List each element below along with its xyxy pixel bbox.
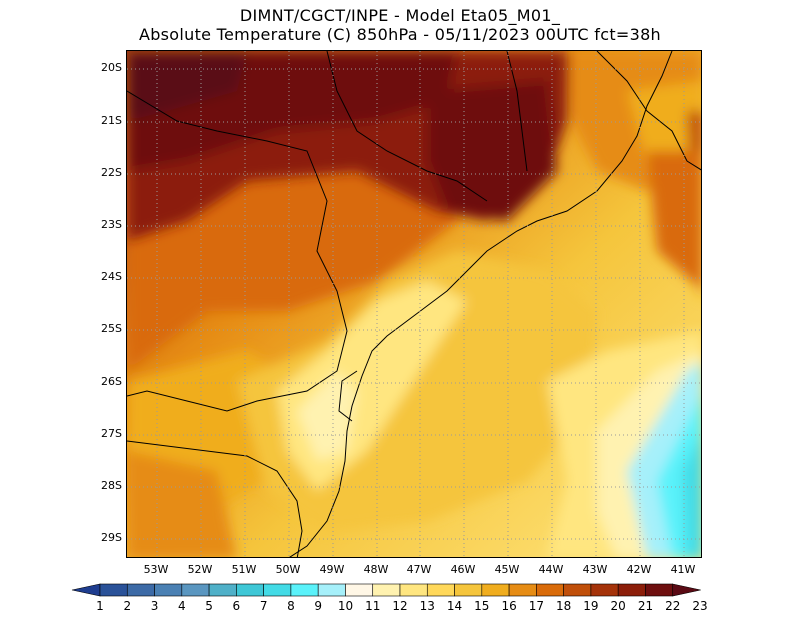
colorbar-swatch bbox=[71, 583, 101, 597]
colorbar-label: 18 bbox=[556, 599, 571, 613]
colorbar-label: 9 bbox=[314, 599, 322, 613]
colorbar-swatch bbox=[317, 583, 346, 597]
lat-label: 26S bbox=[101, 375, 122, 388]
field-blobs bbox=[127, 51, 701, 557]
colorbar-label: 13 bbox=[420, 599, 435, 613]
colorbar-swatch bbox=[126, 583, 155, 597]
lon-label: 44W bbox=[538, 563, 564, 576]
colorbar-label: 12 bbox=[392, 599, 407, 613]
lat-label: 22S bbox=[101, 166, 122, 179]
chart-title-line-2: Absolute Temperature (C) 850hPa - 05/11/… bbox=[138, 25, 662, 44]
colorbar-label: 16 bbox=[501, 599, 516, 613]
graticule bbox=[127, 51, 701, 557]
field-hot-core bbox=[127, 51, 567, 241]
colorbar-swatch bbox=[236, 583, 264, 597]
colorbar-swatch bbox=[426, 583, 455, 597]
coastlines bbox=[127, 51, 701, 557]
colorbar-swatch bbox=[399, 583, 428, 597]
temperature-field bbox=[127, 51, 701, 557]
colorbar-swatch bbox=[536, 583, 564, 597]
colorbar-swatch bbox=[454, 583, 483, 597]
lat-label: 20S bbox=[101, 61, 122, 74]
lon-label: 46W bbox=[450, 563, 476, 576]
colorbar-label: 15 bbox=[474, 599, 489, 613]
colorbar-label: 8 bbox=[287, 599, 295, 613]
lon-label: 43W bbox=[582, 563, 608, 576]
lat-label: 24S bbox=[101, 270, 122, 283]
colorbar-label: 7 bbox=[260, 599, 268, 613]
colorbar-swatch bbox=[208, 583, 237, 597]
colorbar-swatch bbox=[154, 583, 183, 597]
colorbar-label: 6 bbox=[233, 599, 241, 613]
colorbar-label: 5 bbox=[205, 599, 213, 613]
colorbar-label: 22 bbox=[665, 599, 680, 613]
lat-label: 28S bbox=[101, 479, 122, 492]
colorbar-label: 19 bbox=[583, 599, 598, 613]
colorbar-swatch bbox=[263, 583, 292, 597]
colorbar-swatch bbox=[645, 583, 674, 597]
colorbar-swatch bbox=[345, 583, 374, 597]
lon-label: 45W bbox=[494, 563, 520, 576]
lon-label: 51W bbox=[231, 563, 257, 576]
colorbar-swatch bbox=[290, 583, 319, 597]
colorbar-swatch bbox=[508, 583, 537, 597]
colorbar-swatch bbox=[372, 583, 401, 597]
lat-label: 27S bbox=[101, 427, 122, 440]
colorbar-swatch bbox=[99, 583, 128, 597]
chart-title-line-1: DIMNT/CGCT/INPE - Model Eta05_M01_ bbox=[239, 6, 561, 25]
colorbar-label: 10 bbox=[338, 599, 353, 613]
lon-label: 42W bbox=[626, 563, 652, 576]
lon-label: 47W bbox=[406, 563, 432, 576]
colorbar-label: 21 bbox=[638, 599, 653, 613]
lat-label: 21S bbox=[101, 114, 122, 127]
colorbar-swatch bbox=[590, 583, 619, 597]
temperature-map bbox=[126, 50, 702, 558]
colorbar-swatch bbox=[617, 583, 646, 597]
colorbar-swatch bbox=[672, 583, 701, 597]
lon-label: 52W bbox=[187, 563, 213, 576]
lon-label: 53W bbox=[143, 563, 169, 576]
lon-label: 50W bbox=[275, 563, 301, 576]
colorbar-swatch bbox=[563, 583, 592, 597]
lon-label: 41W bbox=[670, 563, 696, 576]
colorbar-label: 23 bbox=[692, 599, 707, 613]
colorbar-label: 11 bbox=[365, 599, 380, 613]
lon-label: 48W bbox=[363, 563, 389, 576]
colorbar: 1 2 3 4 5 6 7 8 9 10 11 12 13 14 15 16 17 18 19 20 21 22 23 bbox=[71, 583, 708, 613]
lat-label: 23S bbox=[101, 218, 122, 231]
lat-label: 25S bbox=[101, 322, 122, 335]
lat-label: 29S bbox=[101, 531, 122, 544]
colorbar-label: 1 bbox=[96, 599, 104, 613]
colorbar-label: 17 bbox=[529, 599, 544, 613]
colorbar-label: 2 bbox=[123, 599, 131, 613]
colorbar-label: 3 bbox=[151, 599, 159, 613]
colorbar-label: 4 bbox=[178, 599, 186, 613]
colorbar-swatch bbox=[181, 583, 210, 597]
colorbar-swatch bbox=[481, 583, 510, 597]
lon-label: 49W bbox=[319, 563, 345, 576]
colorbar-label: 20 bbox=[611, 599, 626, 613]
colorbar-label: 14 bbox=[447, 599, 462, 613]
